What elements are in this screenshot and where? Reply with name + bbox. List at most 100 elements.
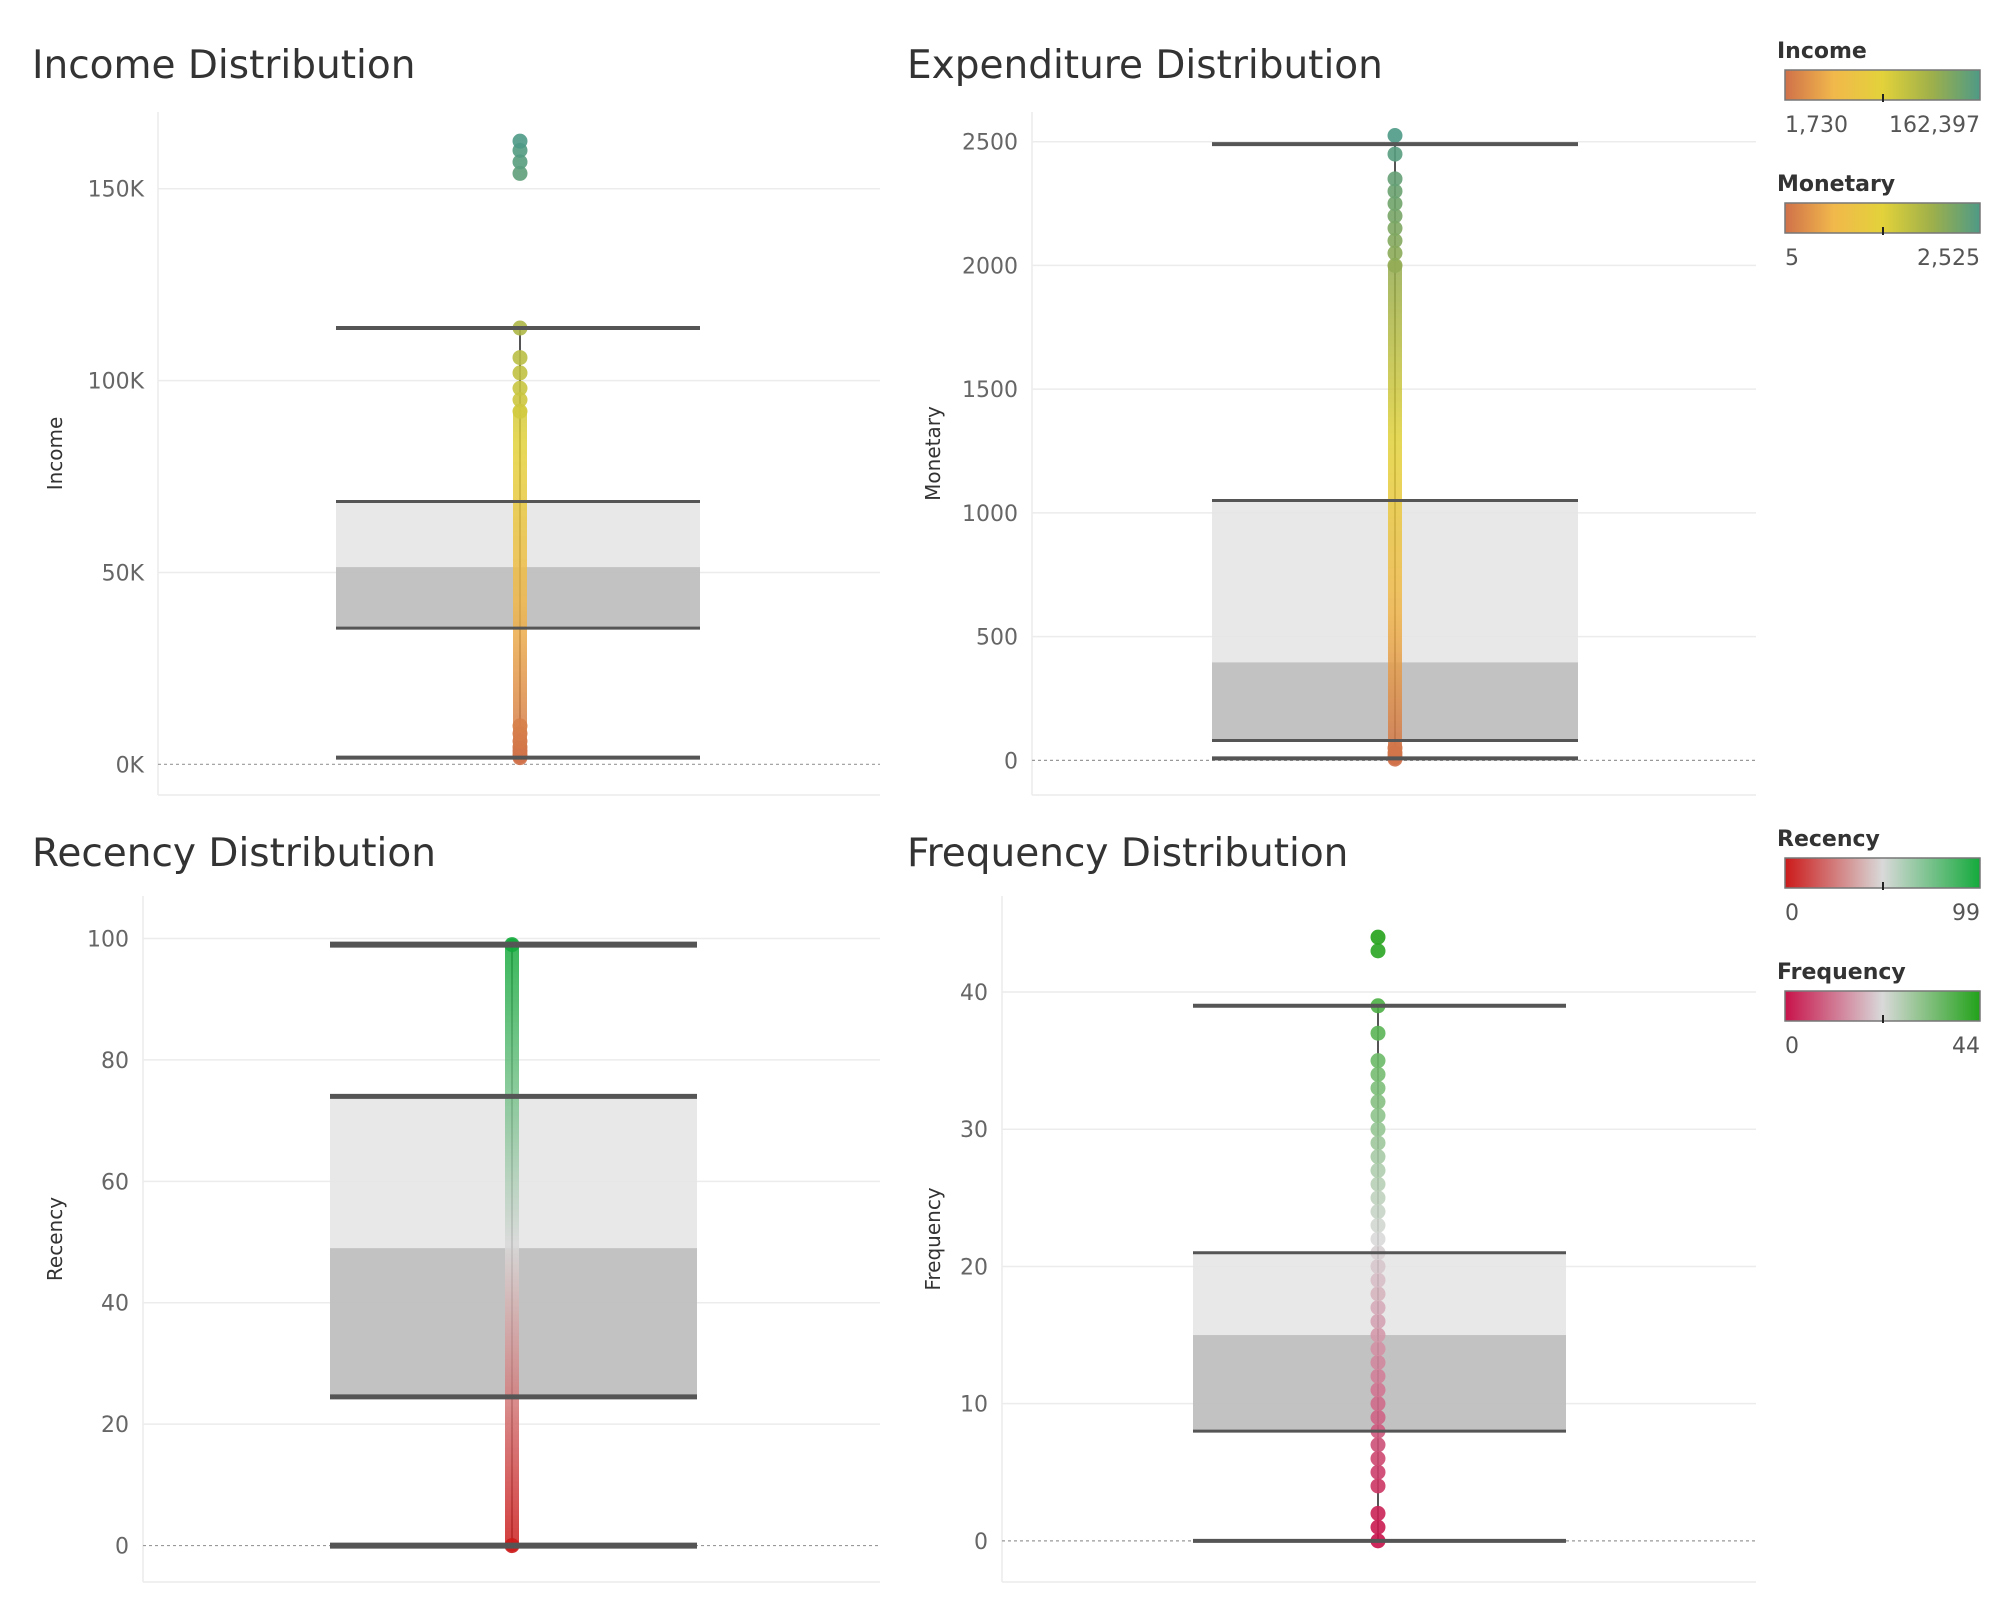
data-point [1370, 1286, 1386, 1302]
data-point [1370, 1313, 1386, 1329]
data-point [512, 403, 528, 419]
data-point [1387, 220, 1403, 236]
legend-max-label: 44 [1952, 1034, 1980, 1059]
legend-title: Monetary [1777, 172, 1895, 197]
legend-max-label: 162,397 [1889, 113, 1980, 138]
legend-min-label: 0 [1785, 901, 1799, 926]
y-tick-label: 40 [960, 981, 988, 1006]
y-tick-label: 60 [101, 1170, 129, 1195]
data-point [1370, 1094, 1386, 1110]
data-point [1370, 1272, 1386, 1288]
legend-max-label: 2,525 [1917, 246, 1980, 271]
data-point [1370, 1176, 1386, 1192]
legend-income[interactable]: Income 1,730 162,397 [1777, 39, 1981, 138]
data-point [1370, 1121, 1386, 1137]
y-tick-label: 1500 [962, 378, 1018, 403]
data-point [1370, 1080, 1386, 1096]
data-point [1370, 1341, 1386, 1357]
data-point [1370, 1025, 1386, 1041]
data-point [1370, 1135, 1386, 1151]
y-tick-label: 20 [960, 1255, 988, 1280]
data-point [1370, 1300, 1386, 1316]
income-distribution-panel: Income Distribution 0K 50K 100K 150K Income [32, 43, 880, 796]
data-point [1387, 208, 1403, 224]
chart-title: Frequency Distribution [907, 831, 1348, 876]
data-point [1387, 740, 1403, 756]
points-column [1388, 259, 1402, 766]
data-point [512, 350, 528, 366]
data-point [1370, 1053, 1386, 1069]
y-axis-label: Income [43, 417, 67, 491]
data-point [1387, 233, 1403, 249]
data-point [1370, 1396, 1386, 1412]
data-point [1370, 1437, 1386, 1453]
y-tick-label: 1000 [962, 502, 1018, 527]
legend-min-label: 1,730 [1785, 113, 1848, 138]
data-point [512, 380, 528, 396]
data-point [1370, 1409, 1386, 1425]
y-tick-label: 2000 [962, 254, 1018, 279]
data-point [1370, 1327, 1386, 1343]
data-point [512, 165, 528, 181]
expenditure-distribution-panel: Expenditure Distribution 0 500 1000 1500 2000… [907, 43, 1756, 796]
legend-title: Recency [1777, 827, 1880, 852]
data-point [1387, 183, 1403, 199]
legend-min-label: 5 [1785, 246, 1799, 271]
y-tick-label: 0K [116, 753, 145, 778]
data-point [1370, 1519, 1386, 1535]
y-axis-label: Monetary [921, 406, 945, 501]
data-point [1387, 171, 1403, 187]
y-tick-label: 40 [101, 1292, 129, 1317]
y-tick-label: 100 [87, 927, 129, 952]
chart-title: Expenditure Distribution [907, 43, 1383, 88]
data-point [512, 392, 528, 408]
y-tick-label: 30 [960, 1118, 988, 1143]
data-point [1387, 257, 1403, 273]
y-axis-label: Recency [43, 1197, 67, 1281]
data-point [1370, 1451, 1386, 1467]
y-tick-label: 2500 [962, 131, 1018, 156]
data-point [1370, 1066, 1386, 1082]
data-point [1370, 1231, 1386, 1247]
data-point [1370, 943, 1386, 959]
data-point [1370, 1354, 1386, 1370]
data-point [512, 133, 528, 149]
legend-monetary[interactable]: Monetary 5 2,525 [1777, 172, 1981, 271]
data-point [1370, 1108, 1386, 1124]
data-point [1370, 1464, 1386, 1480]
data-point [1387, 196, 1403, 212]
chart-title: Recency Distribution [32, 831, 436, 876]
y-axis-label: Frequency [921, 1187, 945, 1290]
y-tick-label: 100K [88, 370, 145, 395]
legend-frequency[interactable]: Frequency 0 44 [1777, 960, 1981, 1059]
data-point [1370, 1258, 1386, 1274]
y-tick-label: 500 [976, 626, 1018, 651]
data-point [1370, 1368, 1386, 1384]
data-point [1370, 1478, 1386, 1494]
y-tick-label: 10 [960, 1393, 988, 1418]
y-tick-label: 80 [101, 1049, 129, 1074]
recency-distribution-panel: Recency Distribution 0 20 40 60 80 100 Recency [32, 831, 880, 1583]
data-point [1370, 929, 1386, 945]
data-point [1370, 1204, 1386, 1220]
legend-title: Income [1777, 39, 1867, 64]
data-point [1370, 1505, 1386, 1521]
data-point [1370, 1162, 1386, 1178]
y-tick-label: 0 [974, 1530, 988, 1555]
data-point [1387, 146, 1403, 162]
legend-max-label: 99 [1952, 901, 1980, 926]
y-tick-label: 0 [115, 1535, 129, 1560]
data-point [1370, 1217, 1386, 1233]
data-point [1387, 128, 1403, 144]
data-point [1370, 1382, 1386, 1398]
y-tick-label: 0 [1004, 749, 1018, 774]
legend-recency[interactable]: Recency 0 99 [1777, 827, 1981, 926]
frequency-distribution-panel: Frequency Distribution 0 10 20 30 40 Frequency [907, 831, 1756, 1583]
points-column [513, 405, 527, 764]
data-point [1387, 245, 1403, 261]
chart-title: Income Distribution [32, 43, 415, 88]
data-point [1370, 1190, 1386, 1206]
points-column [505, 938, 519, 1552]
y-tick-label: 20 [101, 1413, 129, 1438]
legend-title: Frequency [1777, 960, 1906, 985]
